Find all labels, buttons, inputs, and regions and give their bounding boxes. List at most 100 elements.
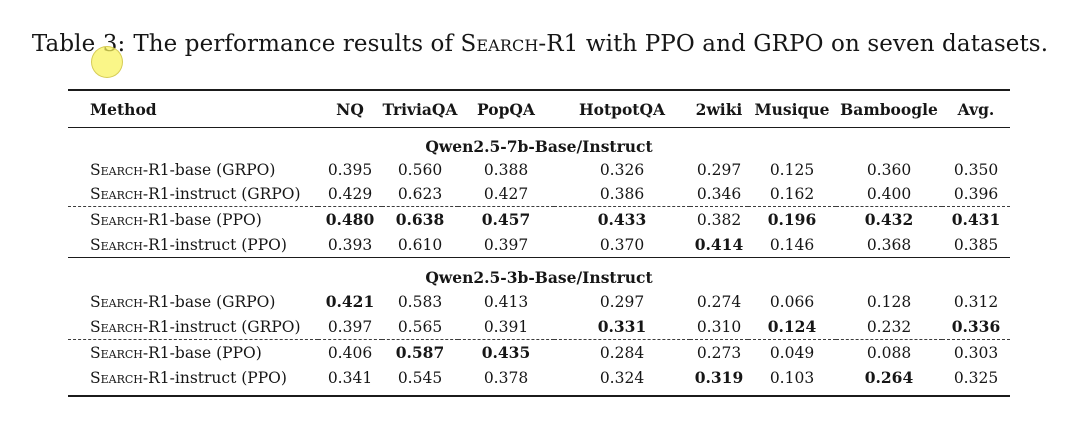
value-cell: 0.303 [942,339,1010,365]
table-caption: Table 3: The performance results of Searc… [32,31,1048,57]
value-cell: 0.431 [942,206,1010,232]
method-rest: -R1-instruct (GRPO) [142,185,301,203]
method-cell: Search-R1-instruct (PPO) [68,232,318,258]
column-header-method: Method [68,90,318,128]
value-cell: 0.274 [696,292,742,311]
value-cell: 0.457 [458,206,554,232]
caption-smallcaps-search: Search [460,31,539,57]
value-cell: 0.396 [953,185,999,203]
method-cell: Search-R1-base (GRPO) [68,289,318,314]
method-rest: -R1-instruct (PPO) [142,368,287,387]
table-header-row: Method NQ TriviaQA PopQA HotpotQA 2wiki Musiqu… [68,90,1010,128]
column-header-avg: Avg. [942,90,1010,128]
value-cell: 0.414 [694,235,744,254]
value-cell: 0.391 [483,317,529,336]
table-row: Search-R1-instruct (GRPO) 0.397 0.565 0.391… [68,314,1010,340]
method-rest: -R1-instruct (PPO) [142,235,287,254]
value-cell: 0.128 [866,292,912,311]
section-header-row: Qwen2.5-7b-Base/Instruct [68,128,1010,159]
method-smallcaps: Search [90,185,143,203]
method-cell: Search-R1-instruct (GRPO) [68,314,318,340]
value-cell: 0.587 [382,339,458,365]
value-cell: 0.124 [767,317,817,336]
method-rest: -R1-base (PPO) [142,343,262,362]
method-rest: -R1-base (PPO) [142,210,262,229]
method-smallcaps: Search [90,210,143,229]
method-rest: -R1-instruct (GRPO) [142,317,301,336]
value-cell: 0.319 [694,368,744,387]
method-cell: Search-R1-base (PPO) [68,339,318,365]
value-cell: 0.421 [325,292,375,311]
method-smallcaps: Search [90,317,143,336]
value-cell: 0.368 [866,235,912,254]
value-cell: 0.346 [696,185,742,203]
value-cell: 0.432 [836,206,942,232]
value-cell: 0.397 [327,317,373,336]
value-cell: 0.350 [953,161,999,179]
table-row: Search-R1-instruct (PPO) 0.393 0.610 0.397 0… [68,232,1010,258]
value-cell: 0.125 [769,161,815,179]
method-smallcaps: Search [90,368,143,387]
value-cell: 0.336 [951,317,1001,336]
column-header-popqa: PopQA [458,90,554,128]
value-cell: 0.325 [953,368,999,387]
method-cell: Search-R1-instruct (PPO) [68,365,318,396]
value-cell: 0.433 [554,206,690,232]
method-cell: Search-R1-base (PPO) [68,206,318,232]
value-cell: 0.284 [554,339,690,365]
value-cell: 0.088 [836,339,942,365]
table-row: Search-R1-base (GRPO) 0.421 0.583 0.413 0.29… [68,289,1010,314]
value-cell: 0.360 [866,161,912,179]
value-cell: 0.385 [953,235,999,254]
method-rest: -R1-base (GRPO) [142,292,276,311]
column-header-musique: Musique [748,90,836,128]
value-cell: 0.545 [397,368,443,387]
value-cell: 0.196 [748,206,836,232]
results-table: Method NQ TriviaQA PopQA HotpotQA 2wiki Musiqu… [68,89,1010,397]
value-cell: 0.435 [458,339,554,365]
table-row: Search-R1-instruct (PPO) 0.341 0.545 0.378 0… [68,365,1010,396]
method-smallcaps: Search [90,161,143,179]
method-smallcaps: Search [90,292,143,311]
value-cell: 0.310 [696,317,742,336]
value-cell: 0.370 [599,235,645,254]
value-cell: 0.583 [397,292,443,311]
method-smallcaps: Search [90,235,143,254]
method-cell: Search-R1-base (GRPO) [68,158,318,182]
table-row: Search-R1-instruct (GRPO) 0.429 0.623 0.427… [68,182,1010,207]
value-cell: 0.429 [327,185,373,203]
value-cell: 0.297 [599,292,645,311]
table-row: Search-R1-base (GRPO) 0.395 0.560 0.388 0.32… [68,158,1010,182]
value-cell: 0.427 [483,185,529,203]
caption-text-after: -R1 with PPO and GRPO on seven datasets. [538,31,1049,57]
value-cell: 0.066 [769,292,815,311]
value-cell: 0.386 [599,185,645,203]
value-cell: 0.565 [397,317,443,336]
value-cell: 0.273 [690,339,748,365]
caption-text-before: The performance results of [133,31,461,57]
column-header-triviaqa: TriviaQA [382,90,458,128]
table-body: Qwen2.5-7b-Base/Instruct Search-R1-base (… [68,128,1010,397]
value-cell: 0.413 [483,292,529,311]
value-cell: 0.638 [382,206,458,232]
click-indicator [91,46,123,78]
column-header-hotpotqa: HotpotQA [554,90,690,128]
value-cell: 0.162 [769,185,815,203]
value-cell: 0.480 [318,206,382,232]
section-header-label: Qwen2.5-3b-Base/Instruct [68,257,1010,289]
table-row: Search-R1-base (PPO) 0.406 0.587 0.435 0.284… [68,339,1010,365]
value-cell: 0.560 [397,161,443,179]
method-smallcaps: Search [90,343,143,362]
value-cell: 0.378 [483,368,529,387]
value-cell: 0.341 [327,368,373,387]
value-cell: 0.397 [483,235,529,254]
value-cell: 0.103 [769,368,815,387]
method-rest: -R1-base (GRPO) [142,161,276,179]
column-header-nq: NQ [318,90,382,128]
value-cell: 0.395 [327,161,373,179]
value-cell: 0.146 [769,235,815,254]
value-cell: 0.312 [953,292,999,311]
value-cell: 0.264 [864,368,914,387]
value-cell: 0.382 [690,206,748,232]
value-cell: 0.331 [597,317,647,336]
